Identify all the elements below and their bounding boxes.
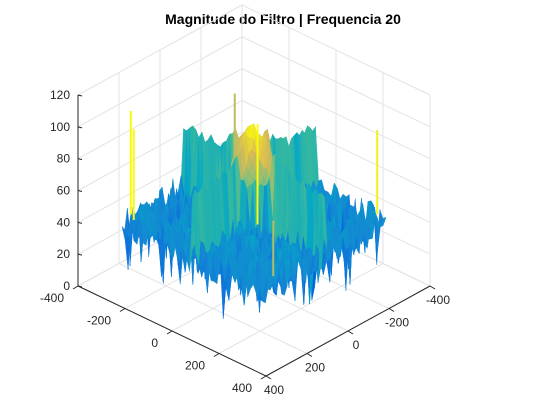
wall-gridline bbox=[77, 68, 243, 160]
floor-gridline bbox=[118, 263, 308, 354]
y-tick-label: 400 bbox=[264, 383, 284, 397]
wall-gridline bbox=[241, 68, 431, 160]
z-tick-mark bbox=[77, 253, 83, 256]
y-tick-mark bbox=[265, 375, 272, 380]
tick-layer: 0 20 40 60 80 100 120 -400 -200 0 200 400 -400 -200 0 2… bbox=[40, 88, 450, 397]
y-tick-label: 200 bbox=[305, 361, 325, 375]
z-tick-label: 100 bbox=[50, 120, 70, 134]
x-tick-label: 400 bbox=[232, 381, 252, 395]
x-tick-label: 0 bbox=[151, 336, 158, 350]
surface-layer bbox=[121, 93, 387, 319]
z-tick-label: 80 bbox=[57, 152, 71, 166]
wall-gridline bbox=[77, 4, 243, 96]
x-tick-label: -200 bbox=[87, 314, 111, 328]
x-tick-mark bbox=[72, 285, 79, 290]
y-tick-mark bbox=[306, 353, 313, 357]
y-tick-label: -400 bbox=[426, 293, 450, 307]
y-tick-label: 0 bbox=[353, 338, 360, 352]
x-tick-mark bbox=[166, 330, 173, 335]
z-tick-mark bbox=[77, 190, 83, 192]
z-tick-mark bbox=[77, 221, 83, 224]
x-tick-label: 200 bbox=[185, 359, 205, 373]
wall-gridline bbox=[241, 36, 431, 128]
z-tick-label: 0 bbox=[63, 279, 70, 293]
z-tick-label: 40 bbox=[57, 215, 71, 229]
z-tick-mark bbox=[77, 126, 83, 129]
z-tick-label: 60 bbox=[57, 184, 71, 198]
z-tick-mark bbox=[77, 285, 83, 288]
z-tick-label: 120 bbox=[50, 88, 70, 102]
x-tick-mark bbox=[260, 375, 267, 380]
x-tick-mark bbox=[119, 308, 126, 312]
y-tick-label: -200 bbox=[385, 316, 409, 330]
x-tick-label: -400 bbox=[40, 291, 64, 305]
wall-gridline bbox=[77, 36, 243, 128]
wall-gridline bbox=[241, 4, 431, 96]
y-tick-mark bbox=[429, 285, 436, 290]
wall-gridline bbox=[241, 100, 431, 191]
wall-gridline bbox=[77, 100, 243, 191]
x-tick-mark bbox=[213, 353, 220, 357]
y-tick-mark bbox=[347, 330, 354, 335]
y-tick-mark bbox=[388, 308, 395, 312]
surface-patch bbox=[379, 216, 387, 227]
z-tick-mark bbox=[77, 158, 83, 161]
z-tick-label: 20 bbox=[57, 247, 71, 261]
z-tick-mark bbox=[77, 94, 83, 97]
